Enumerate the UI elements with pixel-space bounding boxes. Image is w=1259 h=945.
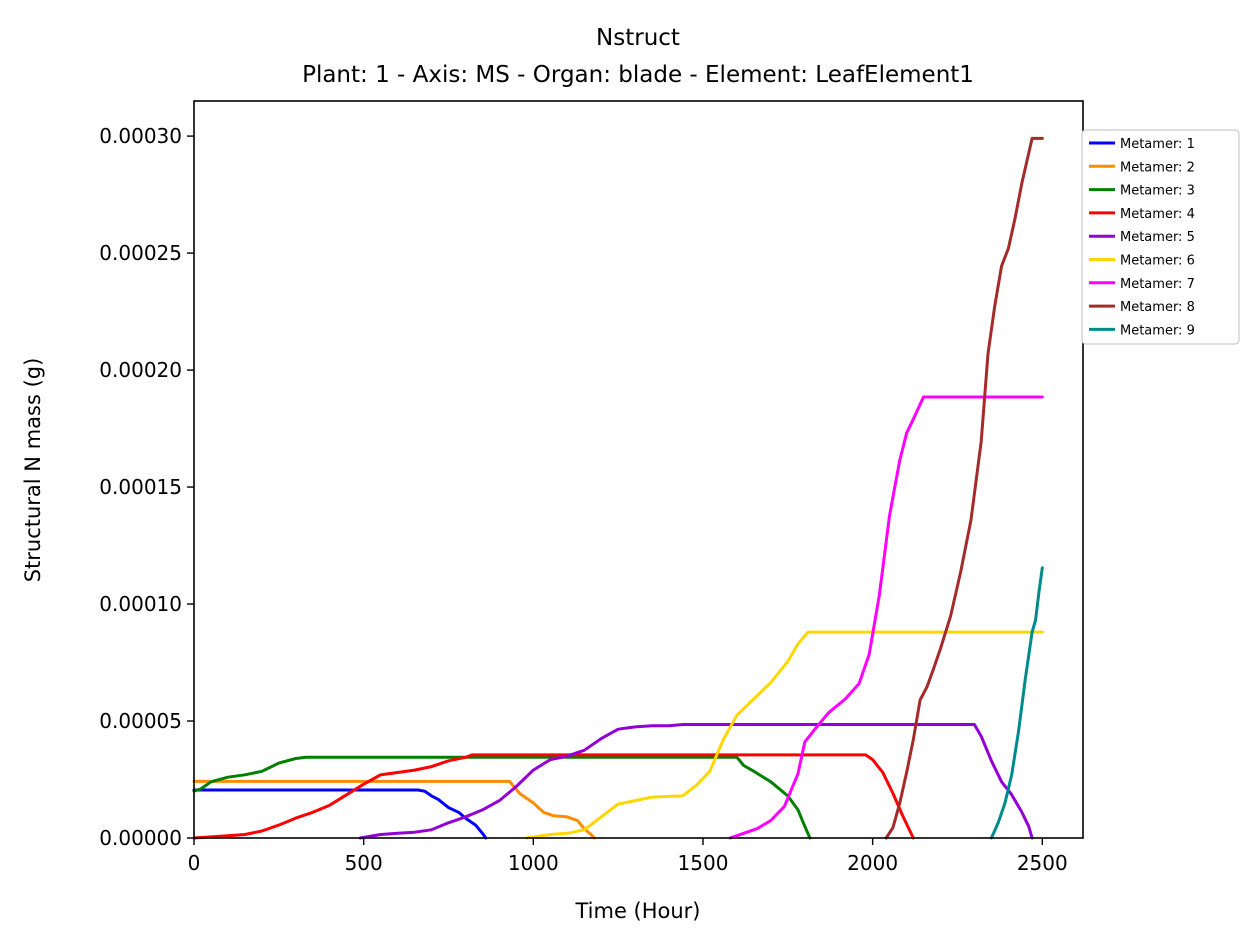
legend-label-metamer-4: Metamer: 4: [1120, 207, 1195, 222]
legend-label-metamer-6: Metamer: 6: [1120, 254, 1195, 269]
x-tick-label: 500: [345, 851, 383, 875]
legend-label-metamer-9: Metamer: 9: [1120, 323, 1195, 338]
y-tick-label: 0.00020: [99, 358, 182, 382]
chart-title: Nstruct: [596, 25, 680, 51]
series-line-metamer-5: [358, 723, 1034, 840]
legend-label-metamer-1: Metamer: 1: [1120, 137, 1195, 152]
y-tick-label: 0.00010: [99, 592, 182, 616]
series-line-metamer-1: [192, 788, 488, 840]
chart-subtitle: Plant: 1 - Axis: MS - Organ: blade - Ele…: [302, 62, 974, 88]
series-line-metamer-3: [192, 755, 812, 840]
x-axis-label: Time (Hour): [574, 899, 700, 923]
series-line-metamer-4: [192, 753, 915, 840]
x-tick-label: 2000: [847, 851, 898, 875]
x-tick-label: 1500: [678, 851, 729, 875]
legend-label-metamer-5: Metamer: 5: [1120, 230, 1195, 245]
x-tick-label: 1000: [508, 851, 559, 875]
legend: Metamer: 1 Metamer: 2 Metamer: 3 Metamer: 4…: [1081, 129, 1240, 345]
legend-label-metamer-2: Metamer: 2: [1120, 160, 1195, 175]
legend-label-metamer-3: Metamer: 3: [1120, 184, 1195, 199]
y-tick-label: 0.00030: [99, 124, 182, 148]
y-tick-label: 0.00000: [99, 826, 182, 850]
y-tick-label: 0.00025: [99, 241, 182, 265]
x-axis: 0 500 1000 1500 2000 2500: [188, 838, 1068, 875]
x-tick-label: 2500: [1017, 851, 1068, 875]
legend-label-metamer-8: Metamer: 8: [1120, 300, 1195, 315]
y-axis: 0.00000 0.00005 0.00010 0.00015 0.00020 0.000…: [99, 124, 194, 850]
series-layer: [192, 136, 1044, 840]
y-axis-label: Structural N mass (g): [21, 358, 45, 583]
plot-area: [192, 100, 1084, 840]
series-line-metamer-6: [525, 630, 1044, 840]
legend-label-metamer-7: Metamer: 7: [1120, 277, 1195, 292]
legend-box: [1081, 129, 1240, 345]
series-line-metamer-7: [728, 395, 1044, 840]
y-tick-label: 0.00015: [99, 475, 182, 499]
series-line-metamer-8: [884, 136, 1044, 840]
series-line-metamer-2: [192, 779, 596, 840]
series-line-metamer-9: [989, 566, 1044, 840]
x-tick-label: 0: [188, 851, 201, 875]
y-tick-label: 0.00005: [99, 709, 182, 733]
plot-frame: [193, 100, 1084, 839]
